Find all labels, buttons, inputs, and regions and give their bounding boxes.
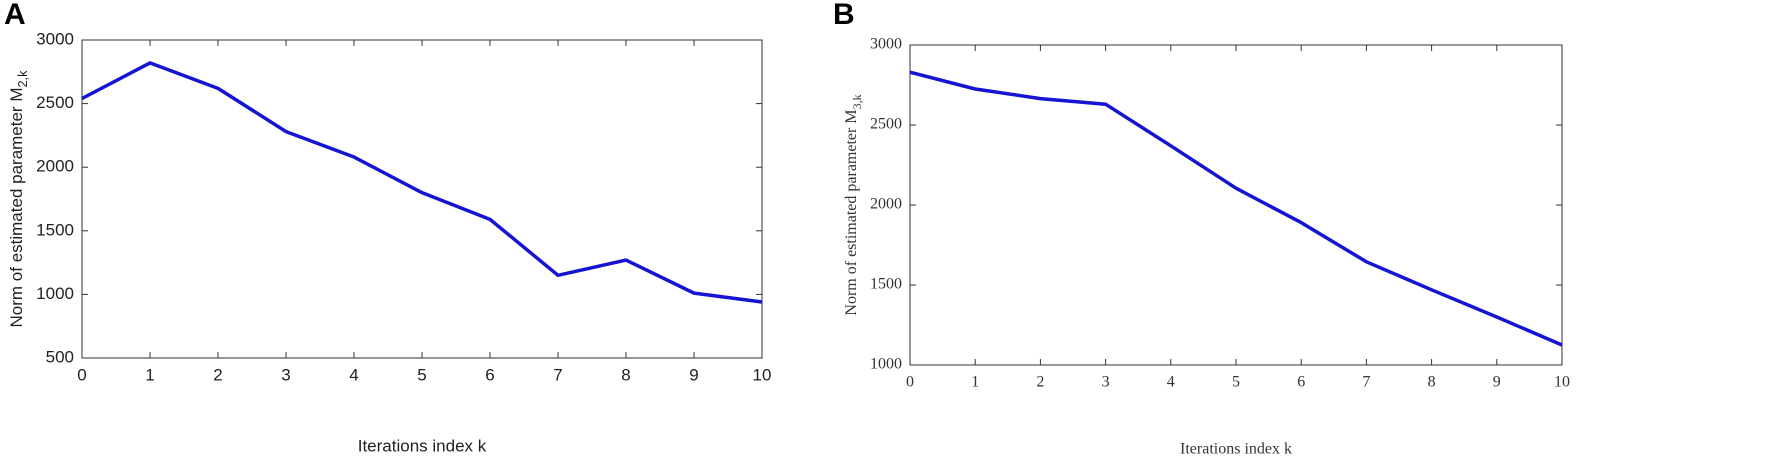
x-tick-label: 0 bbox=[906, 374, 914, 391]
x-tick-label: 2 bbox=[213, 365, 222, 384]
x-tick-label: 8 bbox=[1428, 374, 1436, 391]
y-tick-label: 2000 bbox=[870, 196, 902, 213]
y-tick-label: 1000 bbox=[36, 284, 74, 303]
y-axis-title-subscript: 3,k bbox=[850, 94, 864, 109]
chart-panel: A 500 1000 1500 2000 2500 3000 0 1 2 3 4 5 6 7 8 9 10 Iter… bbox=[4, 0, 771, 455]
x-tick-label: 9 bbox=[689, 365, 698, 384]
x-axis-title: Iterations index k bbox=[358, 436, 487, 455]
x-tick-label: 5 bbox=[417, 365, 426, 384]
x-tick-label: 10 bbox=[1554, 374, 1570, 391]
x-tick-label: 5 bbox=[1232, 374, 1240, 391]
y-tick-label: 1500 bbox=[36, 220, 74, 239]
x-tick-label: 4 bbox=[349, 365, 358, 384]
x-tick-label: 9 bbox=[1493, 374, 1501, 391]
x-tick-label: 3 bbox=[281, 365, 290, 384]
x-tick-label: 6 bbox=[485, 365, 494, 384]
y-axis-title-main: Norm of estimated parameter M bbox=[7, 88, 26, 328]
y-axis-title-subscript: 2,k bbox=[15, 70, 30, 88]
y-tick-label: 500 bbox=[46, 347, 74, 366]
x-tick-label: 7 bbox=[553, 365, 562, 384]
x-tick-label: 10 bbox=[753, 365, 772, 384]
x-tick-label: 3 bbox=[1102, 374, 1110, 391]
y-axis-title: Norm of estimated parameter M3,k bbox=[843, 94, 864, 315]
y-tick-label: 1000 bbox=[870, 356, 902, 373]
x-tick-label: 6 bbox=[1297, 374, 1305, 391]
panel-label: A bbox=[4, 0, 26, 31]
x-tick-label: 2 bbox=[1036, 374, 1044, 391]
data-line bbox=[909, 70, 1563, 347]
y-tick-label: 1500 bbox=[870, 276, 902, 293]
data-line bbox=[81, 61, 763, 304]
x-tick-label: 0 bbox=[77, 365, 86, 384]
x-tick-label: 7 bbox=[1362, 374, 1370, 391]
panel-label: B bbox=[833, 0, 855, 31]
y-tick-label: 3000 bbox=[36, 29, 74, 48]
x-tick-label: 8 bbox=[621, 365, 630, 384]
plot-frame bbox=[81, 39, 763, 359]
x-tick-label: 1 bbox=[145, 365, 154, 384]
x-tick-label: 4 bbox=[1167, 374, 1175, 391]
x-tick-label: 1 bbox=[971, 374, 979, 391]
chart-panel: B 1000 1500 2000 2500 3000 0 1 2 3 4 5 6 7 8 9 10 Iterati… bbox=[833, 0, 1570, 458]
y-tick-label: 2000 bbox=[36, 157, 74, 176]
y-tick-label: 2500 bbox=[870, 116, 902, 133]
x-axis-title: Iterations index k bbox=[1180, 441, 1292, 458]
y-axis-title-main: Norm of estimated parameter M bbox=[843, 109, 860, 315]
y-tick-label: 3000 bbox=[870, 36, 902, 53]
y-tick-label: 2500 bbox=[36, 93, 74, 112]
y-axis-title: Norm of estimated parameter M2,k bbox=[7, 70, 30, 328]
